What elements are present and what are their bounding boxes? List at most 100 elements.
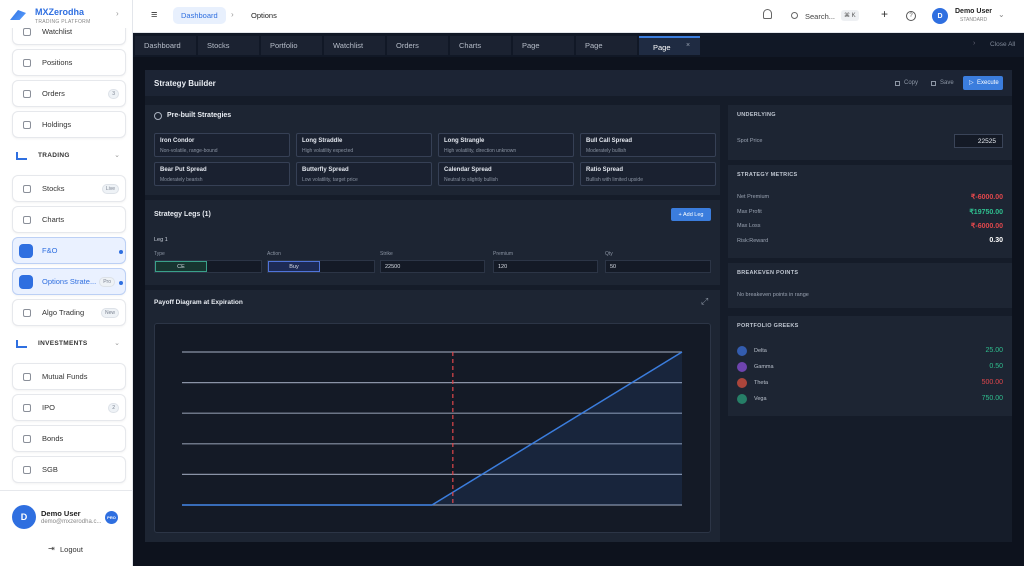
expand-button[interactable]: ⤢ [701,296,709,306]
tab[interactable]: Charts [450,36,511,55]
tab[interactable]: Page × [639,36,700,55]
nav-item[interactable]: Mutual Funds [12,363,126,390]
tab[interactable]: Dashboard [135,36,196,55]
search-box[interactable]: Search... ⌘ K [783,8,865,25]
nav-item[interactable]: Bonds [12,425,126,452]
nav-label: Algo Trading [42,308,85,317]
nav-badge: New [100,308,119,318]
strategy-desc: Non-volatile, range-bound [160,148,218,154]
nav-item[interactable]: Options Strate... Pro [12,268,126,295]
copy-label: Copy [904,80,919,86]
metric-label: Max Profit [737,208,762,215]
greek-value: 0.50 [989,363,1003,370]
nav-icon [23,404,31,412]
add-leg-button[interactable]: + Add Leg [671,208,711,221]
menu-button[interactable]: ≡ [151,9,158,21]
topbar-user-plan: STANDARD [960,17,988,23]
field-input[interactable]: 50 [605,260,711,273]
tab-label: Orders [396,41,419,50]
field-input[interactable]: 120 [493,260,598,273]
nav-label: Charts [42,215,65,224]
nav-icon [23,121,31,129]
search-placeholder: Search... [805,12,836,21]
prebuilt-panel: Pre-built Strategies Iron Condor Non-volat… [145,105,720,195]
strategy-name: Calendar Spread [444,167,492,173]
nav-item[interactable]: F&O [12,237,126,264]
nav-item[interactable]: Positions [12,49,126,76]
tab[interactable]: Page [576,36,637,55]
info-icon [154,112,162,120]
tab[interactable]: Stocks [198,36,259,55]
nav-icon [23,185,31,193]
tab-close[interactable]: × [686,42,691,49]
add-button[interactable]: + [881,7,889,21]
tab[interactable]: Watchlist [324,36,385,55]
topbar-user[interactable]: D Demo User STANDARD ⌄ [930,6,1010,26]
field-input[interactable]: 22500 [380,260,485,273]
nav-item[interactable]: IPO 2 [12,394,126,421]
strategy-card[interactable]: Bear Put Spread Moderately bearish [154,162,290,186]
strategy-card[interactable]: Long Strangle High volatility, direction … [438,133,574,157]
strategy-card[interactable]: Ratio Spread Bullish with limited upside [580,162,716,186]
greek-name: Theta [754,380,769,386]
execute-button[interactable]: ▷ Execute [963,76,1003,90]
notifications[interactable] [763,9,772,19]
nav-label: Mutual Funds [42,372,88,381]
active-dot [119,250,123,254]
section-chevron: ⌄ [114,340,120,347]
chart-box [154,323,711,533]
strategy-desc: Moderately bullish [586,148,627,154]
strategy-card[interactable]: Calendar Spread Neutral to slightly bulli… [438,162,574,186]
nav-section[interactable]: INVESTMENTS ⌄ [12,331,126,357]
section-title: BREAKEVEN POINTS [737,270,799,276]
breadcrumb-dashboard[interactable]: Dashboard [173,7,226,24]
field-label: Strike [380,251,393,257]
section-title: UNDERLYING [737,112,776,118]
nav-icon [23,90,31,98]
nav-item[interactable]: Charts [12,206,126,233]
section-title: TRADING [38,152,70,159]
nav-label: Positions [42,58,73,67]
nav-label: Orders [42,89,65,98]
tab[interactable]: Page [513,36,574,55]
field-select: Buy [268,261,320,272]
tab-label: Charts [459,41,482,50]
greek-icon [737,378,747,388]
spot-input[interactable]: 22525 [954,134,1003,148]
strategy-card[interactable]: Butterfly Spread Low volatility, target p… [296,162,432,186]
strategy-card[interactable]: Bull Call Spread Moderately bullish [580,133,716,157]
section-title: PORTFOLIO GREEKS [737,323,799,329]
strategy-card[interactable]: Long Straddle High volatility expected [296,133,432,157]
save-button[interactable]: Save [931,78,961,90]
close-all[interactable]: Close All [990,41,1016,48]
user-card[interactable]: D Demo User demo@mxzerodha.c... PRO [8,502,126,534]
nav-item[interactable]: Algo Trading New [12,299,126,326]
brand-tagline: TRADING PLATFORM [35,19,91,25]
strategy-card[interactable]: Iron Condor Non-volatile, range-bound [154,133,290,157]
tab-label: Portfolio [270,41,298,50]
user-name: Demo User [41,509,81,518]
legs-title: Strategy Legs (1) [154,211,211,218]
breakeven-panel: BREAKEVEN POINTS No breakeven points in r… [728,263,1012,308]
builder-header [145,70,1012,96]
field-label: Qty [605,251,613,257]
nav-item[interactable]: Holdings [12,111,126,138]
logout-button[interactable]: ⇥ Logout [40,543,100,556]
tab[interactable]: Portfolio [261,36,322,55]
collapse-button[interactable]: › [116,9,119,18]
nav-item[interactable]: SGB [12,456,126,483]
field-input[interactable]: CE [154,260,262,273]
metric-label: Max Loss [737,223,761,229]
nav-section[interactable]: TRADING ⌄ [12,143,126,169]
nav-label: F&O [42,246,58,255]
help-button[interactable]: ? [906,11,916,21]
tab[interactable]: Orders [387,36,448,55]
field-input[interactable]: Buy [267,260,375,273]
nav-item[interactable]: Orders 3 [12,80,126,107]
strategy-name: Butterfly Spread [302,167,349,173]
nav-item[interactable]: Stocks Live [12,175,126,202]
copy-button[interactable]: Copy [895,78,925,90]
active-dot [119,281,123,285]
tabs-scroll[interactable]: › [973,40,976,47]
logout-label: Logout [60,545,83,554]
